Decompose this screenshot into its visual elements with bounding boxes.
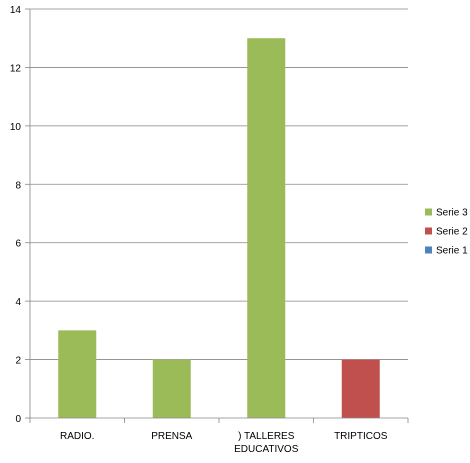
y-tick-label: 10 — [10, 122, 22, 133]
y-tick-label: 14 — [10, 5, 22, 16]
legend-swatch — [425, 208, 432, 216]
legend: Serie 3 Serie 2 Serie 1 — [425, 208, 468, 257]
axes: 0 2 4 6 8 10 12 14 RADIO. PRENSA ) TALLERES EDUCATI… — [10, 5, 409, 455]
bars — [58, 38, 380, 418]
y-tick-label: 2 — [15, 356, 21, 367]
x-tick-label: ) TALLERES — [238, 431, 295, 442]
x-tick-label: RADIO. — [60, 431, 94, 442]
bar-serie-3 — [152, 359, 191, 418]
y-tick-label: 12 — [10, 63, 22, 74]
x-tick-label: PRENSA — [151, 431, 192, 442]
legend-swatch — [425, 246, 432, 254]
y-tick-label: 8 — [15, 180, 21, 191]
x-tick-label: EDUCATIVOS — [234, 444, 299, 455]
x-tick-label: TRIPTICOS — [334, 431, 388, 442]
legend-label: Serie 3 — [436, 208, 468, 219]
y-tick-label: 0 — [15, 414, 21, 425]
gridlines — [30, 8, 408, 360]
bar-serie-3 — [247, 38, 286, 418]
bar-serie-3 — [58, 330, 97, 418]
y-tick-label: 4 — [15, 297, 21, 308]
bar-serie-2 — [341, 359, 380, 418]
legend-label: Serie 1 — [436, 246, 468, 257]
y-tick-label: 6 — [15, 239, 21, 250]
legend-swatch — [425, 227, 432, 235]
legend-label: Serie 2 — [436, 227, 468, 238]
